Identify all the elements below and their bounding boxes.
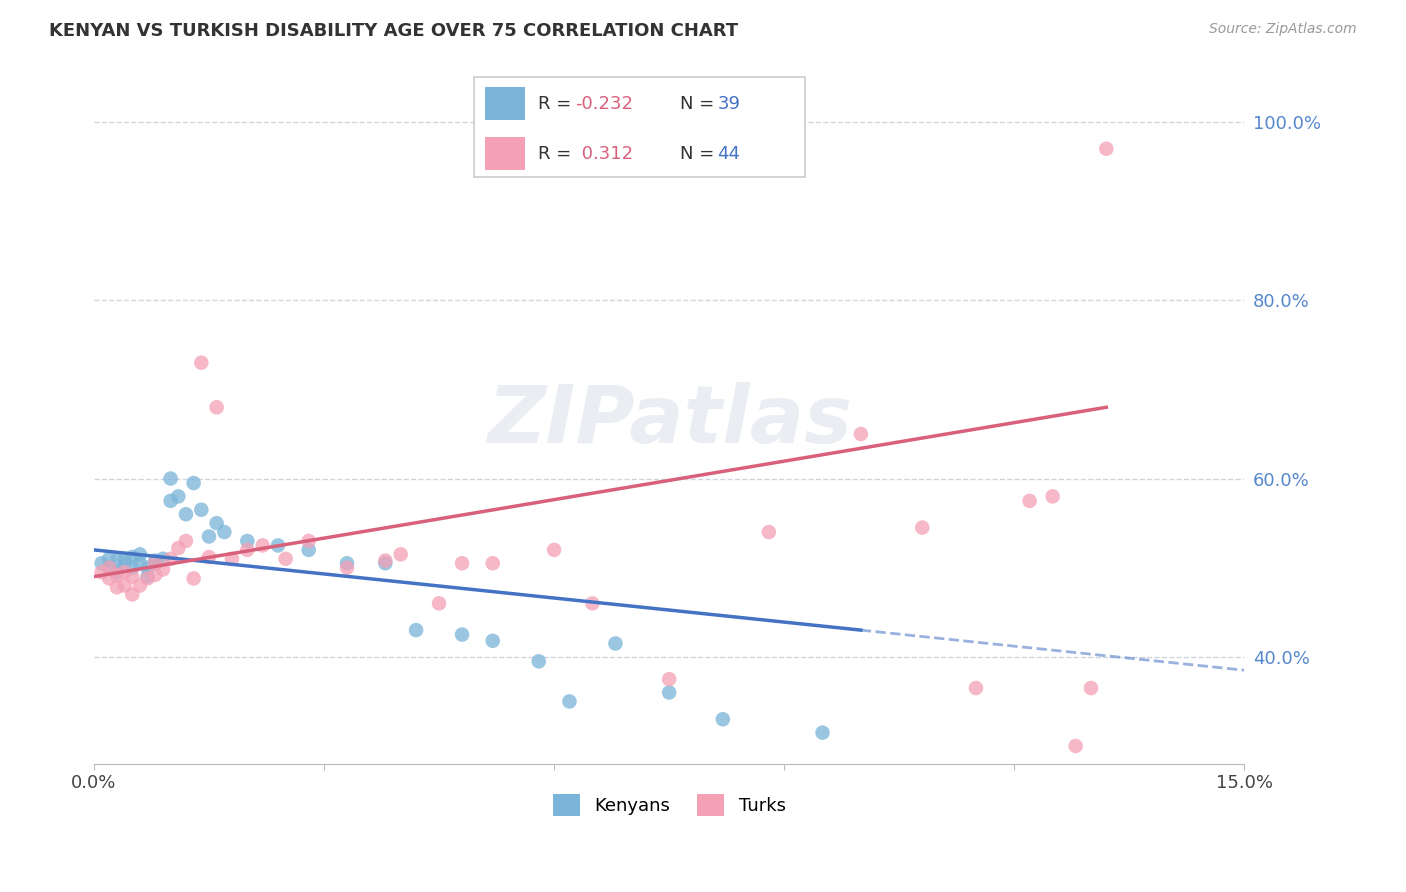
- Text: 39: 39: [717, 95, 741, 112]
- Point: [143, 556, 166, 570]
- Point: [214, 524, 236, 539]
- Point: [105, 565, 128, 579]
- Point: [121, 587, 143, 601]
- Point: [221, 551, 243, 566]
- Text: ZIPatlas: ZIPatlas: [486, 382, 852, 459]
- Point: [1042, 490, 1064, 504]
- Point: [389, 547, 412, 561]
- Point: [159, 494, 181, 508]
- Point: [374, 553, 396, 567]
- Point: [911, 520, 934, 534]
- Text: Source: ZipAtlas.com: Source: ZipAtlas.com: [1209, 22, 1357, 37]
- FancyBboxPatch shape: [485, 87, 524, 120]
- Text: R =: R =: [538, 95, 578, 112]
- Point: [114, 551, 136, 566]
- Point: [167, 490, 190, 504]
- Point: [1080, 681, 1102, 695]
- Point: [159, 472, 181, 486]
- Point: [711, 712, 734, 726]
- Point: [252, 538, 274, 552]
- Point: [98, 551, 121, 566]
- FancyBboxPatch shape: [485, 137, 524, 170]
- Point: [336, 560, 359, 574]
- Point: [205, 516, 228, 530]
- Point: [129, 547, 152, 561]
- Point: [136, 571, 159, 585]
- Point: [658, 685, 681, 699]
- Point: [152, 562, 174, 576]
- Point: [121, 549, 143, 564]
- Point: [405, 623, 427, 637]
- Point: [90, 556, 112, 570]
- Point: [174, 507, 197, 521]
- Text: N =: N =: [681, 95, 720, 112]
- Point: [114, 565, 136, 579]
- Point: [1018, 494, 1040, 508]
- Text: N =: N =: [681, 145, 720, 162]
- Point: [105, 553, 128, 567]
- FancyBboxPatch shape: [474, 77, 806, 178]
- Text: -0.232: -0.232: [575, 95, 634, 112]
- Point: [267, 538, 290, 552]
- Point: [98, 571, 121, 585]
- Point: [129, 556, 152, 570]
- Point: [143, 567, 166, 582]
- Point: [336, 556, 359, 570]
- Text: 0.312: 0.312: [575, 145, 633, 162]
- Point: [136, 569, 159, 583]
- Point: [427, 596, 450, 610]
- Point: [527, 654, 550, 668]
- Point: [183, 476, 205, 491]
- Text: R =: R =: [538, 145, 578, 162]
- Point: [190, 356, 212, 370]
- Point: [298, 542, 321, 557]
- Point: [159, 551, 181, 566]
- Point: [129, 578, 152, 592]
- Point: [605, 636, 627, 650]
- Point: [152, 551, 174, 566]
- Point: [198, 549, 221, 564]
- Point: [236, 533, 259, 548]
- Point: [90, 565, 112, 579]
- Point: [114, 556, 136, 570]
- Point: [658, 672, 681, 686]
- Point: [481, 556, 503, 570]
- Point: [98, 560, 121, 574]
- Point: [451, 627, 474, 641]
- Point: [121, 569, 143, 583]
- Point: [758, 524, 780, 539]
- Point: [143, 553, 166, 567]
- Point: [298, 533, 321, 548]
- Point: [190, 502, 212, 516]
- Point: [274, 551, 297, 566]
- Point: [849, 427, 872, 442]
- Point: [481, 633, 503, 648]
- Point: [965, 681, 987, 695]
- Point: [114, 578, 136, 592]
- Point: [136, 560, 159, 574]
- Point: [205, 401, 228, 415]
- Point: [374, 556, 396, 570]
- Point: [98, 560, 121, 574]
- Text: 44: 44: [717, 145, 741, 162]
- Point: [451, 556, 474, 570]
- Point: [105, 567, 128, 582]
- Point: [183, 571, 205, 585]
- Point: [167, 541, 190, 555]
- Point: [198, 529, 221, 543]
- Point: [105, 580, 128, 594]
- Point: [236, 542, 259, 557]
- Point: [121, 560, 143, 574]
- Point: [543, 542, 565, 557]
- Point: [174, 533, 197, 548]
- Point: [581, 596, 603, 610]
- Text: KENYAN VS TURKISH DISABILITY AGE OVER 75 CORRELATION CHART: KENYAN VS TURKISH DISABILITY AGE OVER 75…: [49, 22, 738, 40]
- Point: [558, 694, 581, 708]
- Point: [143, 556, 166, 570]
- Point: [1095, 142, 1118, 156]
- Legend: Kenyans, Turks: Kenyans, Turks: [546, 787, 793, 823]
- Point: [811, 725, 834, 739]
- Point: [1064, 739, 1087, 753]
